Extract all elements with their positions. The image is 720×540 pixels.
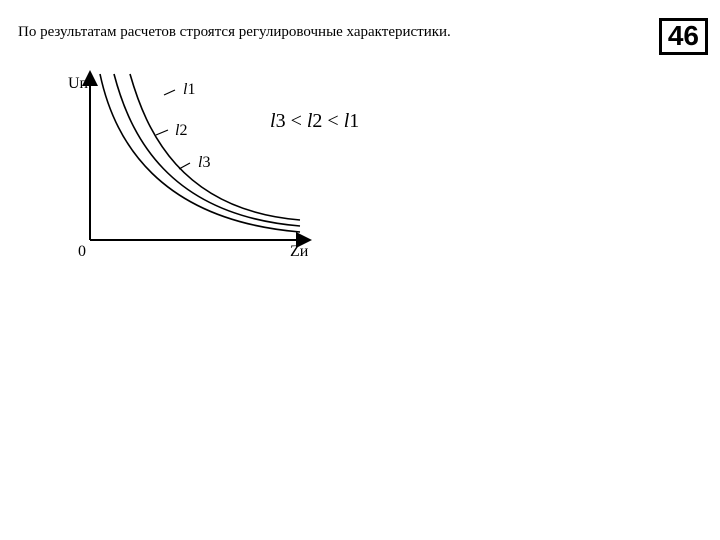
curve-l1	[130, 74, 300, 220]
x-axis-label: Zи	[290, 243, 309, 260]
curve-order-inequality: l3 < l2 < l1	[270, 110, 359, 133]
curve-label-l1: l1	[183, 81, 195, 98]
page-number-box: 46	[659, 18, 708, 55]
origin-label: 0	[78, 243, 86, 260]
inequality-3: 3 <	[276, 110, 307, 132]
tick-l1	[164, 90, 175, 95]
page-title: По результатам расчетов строятся регулир…	[18, 18, 451, 41]
header-row: По результатам расчетов строятся регулир…	[0, 0, 720, 55]
curve-l2	[114, 74, 300, 226]
curve-label-l2: l2	[175, 122, 187, 139]
tick-l2	[156, 130, 168, 135]
inequality-2: 2 <	[312, 110, 343, 132]
tick-l3	[179, 163, 190, 169]
y-axis-label: Uп	[68, 75, 89, 92]
curve-l3	[100, 74, 300, 232]
inequality-1: 1	[349, 110, 359, 132]
regulation-chart: Uп Zи 0 l1 l2 l3	[40, 60, 340, 275]
curve-label-l3: l3	[198, 154, 210, 171]
